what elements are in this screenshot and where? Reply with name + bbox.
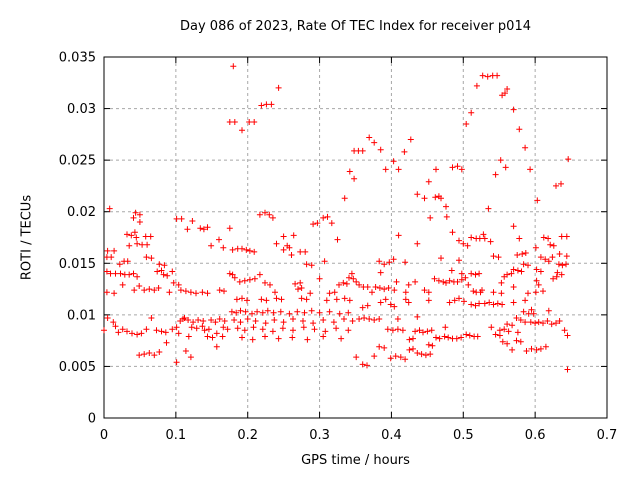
y-tick-label: 0.03 xyxy=(67,102,96,117)
x-tick-label: 0.1 xyxy=(166,428,187,443)
x-axis-label: GPS time / hours xyxy=(301,453,410,468)
x-tick-label: 0.5 xyxy=(453,428,474,443)
y-tick-label: 0.01 xyxy=(67,308,96,323)
x-tick-label: 0.7 xyxy=(597,428,618,443)
data-points xyxy=(101,63,572,373)
y-tick-label: 0.035 xyxy=(59,51,96,66)
y-tick-label: 0.025 xyxy=(59,154,96,169)
plot-border xyxy=(103,56,608,419)
y-tick-label: 0.005 xyxy=(59,360,96,375)
x-tick-label: 0.6 xyxy=(525,428,546,443)
y-tick-label: 0.015 xyxy=(59,257,96,272)
x-tick-label: 0.2 xyxy=(237,428,258,443)
x-tick-label: 0.4 xyxy=(381,428,402,443)
x-tick-label: 0 xyxy=(100,428,108,443)
x-tick-label: 0.3 xyxy=(309,428,330,443)
chart-title: Day 086 of 2023, Rate Of TEC Index for r… xyxy=(180,19,531,34)
y-tick-label: 0.02 xyxy=(67,205,96,220)
y-tick-label: 0 xyxy=(88,412,96,427)
